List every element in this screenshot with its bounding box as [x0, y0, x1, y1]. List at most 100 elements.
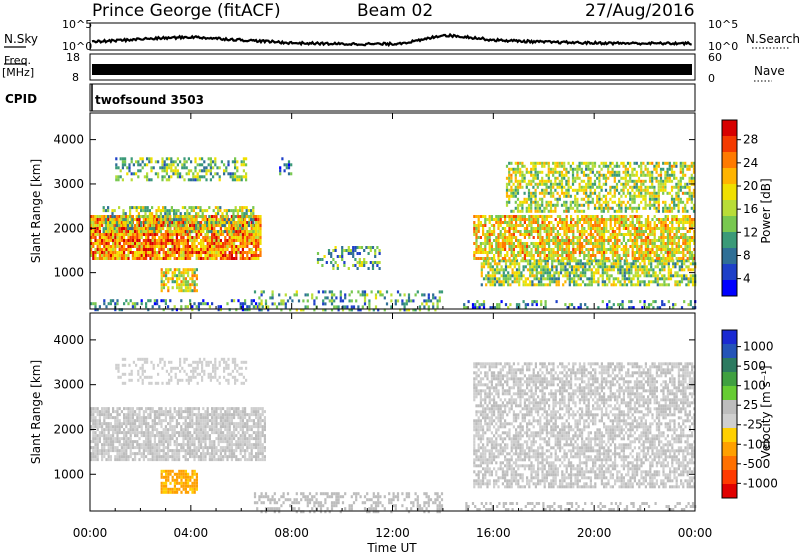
heatmap-cell — [153, 230, 156, 234]
heatmap-cell — [511, 268, 514, 272]
heatmap-cell — [651, 161, 654, 165]
heatmap-cell — [236, 169, 239, 173]
heatmap-cell — [350, 290, 353, 294]
heatmap-cell — [350, 299, 353, 303]
heatmap-cell — [394, 302, 397, 306]
heatmap-cell — [234, 163, 237, 167]
heatmap-cell — [156, 242, 159, 245]
heatmap-cell — [222, 251, 225, 254]
heatmap-cell — [131, 245, 134, 248]
heatmap-cell — [647, 259, 651, 263]
heatmap-cell — [158, 257, 161, 260]
heatmap-cell — [247, 221, 250, 225]
heatmap-cell — [691, 283, 695, 287]
heatmap-cell — [204, 239, 207, 242]
heatmap-cell — [127, 230, 130, 233]
heatmap-cell — [126, 215, 129, 219]
heatmap-cell — [640, 233, 643, 236]
heatmap-cell — [103, 233, 106, 236]
heatmap-cell — [281, 157, 284, 161]
heatmap-cell — [591, 182, 594, 186]
heatmap-cell — [556, 257, 559, 260]
heatmap-cell — [252, 239, 255, 242]
heatmap-cell — [125, 254, 128, 257]
heatmap-cell — [657, 191, 660, 195]
heatmap-cell — [144, 221, 147, 225]
heatmap-cell — [542, 268, 545, 272]
heatmap-cell — [129, 245, 132, 248]
heatmap-cell — [691, 259, 695, 263]
heatmap-cell — [581, 251, 584, 254]
heatmap-cell — [209, 157, 212, 161]
heatmap-cell — [105, 239, 108, 242]
heatmap-cell — [630, 283, 633, 287]
heatmap-cell — [510, 215, 513, 218]
heatmap-cell — [688, 188, 691, 192]
heatmap-cell — [162, 251, 165, 254]
heatmap-cell — [637, 194, 641, 198]
heatmap-cell — [693, 233, 696, 236]
heatmap-cell — [640, 167, 643, 171]
heatmap-cell — [94, 218, 97, 221]
heatmap-cell — [682, 248, 685, 251]
heatmap-cell — [237, 215, 240, 218]
heatmap-cell — [167, 305, 170, 309]
heatmap-cell — [171, 251, 174, 254]
heatmap-cell — [523, 227, 526, 230]
heatmap-cell — [677, 218, 680, 221]
heatmap-cell — [193, 242, 196, 245]
heatmap-cell — [495, 248, 498, 251]
heatmap-cell — [501, 221, 504, 224]
heatmap-cell — [559, 259, 563, 263]
heatmap-cell — [559, 218, 562, 221]
heatmap-cell — [142, 248, 145, 251]
heatmap-cell — [616, 218, 619, 221]
heatmap-cell — [176, 286, 179, 290]
heatmap-cell — [131, 206, 134, 210]
heatmap-cell — [489, 268, 492, 272]
heatmap-cell — [617, 259, 620, 263]
heatmap-cell — [177, 218, 180, 222]
heatmap-cell — [167, 268, 170, 272]
heatmap-cell — [541, 170, 544, 174]
heatmap-cell — [491, 274, 494, 278]
heatmap-cell — [534, 215, 537, 218]
heatmap-cell — [180, 239, 183, 242]
heatmap-cell — [548, 224, 551, 227]
heatmap-cell — [608, 274, 611, 278]
heatmap-cell — [693, 248, 696, 251]
heatmap-cell — [502, 280, 505, 284]
heatmap-cell — [164, 239, 167, 242]
heatmap-cell — [214, 157, 217, 161]
heatmap-cell — [564, 262, 567, 266]
heatmap-cell — [530, 194, 533, 198]
heatmap-cell — [574, 197, 577, 201]
heatmap-cell — [674, 274, 677, 278]
heatmap-cell — [101, 434, 104, 438]
heatmap-cell — [191, 289, 194, 293]
heatmap-cell — [208, 206, 211, 210]
heatmap-cell — [567, 185, 570, 189]
heatmap-cell — [562, 262, 565, 266]
heatmap-cell — [587, 176, 590, 180]
heatmap-cell — [508, 170, 511, 174]
heatmap-cell — [526, 283, 530, 287]
heatmap-cell — [224, 251, 227, 254]
heatmap-cell — [644, 245, 647, 248]
heatmap-cell — [523, 191, 526, 195]
heatmap-cell — [656, 265, 659, 269]
heatmap-cell — [187, 178, 190, 182]
heatmap-cell — [514, 200, 517, 204]
heatmap-region — [253, 290, 444, 312]
heatmap-cell — [545, 227, 548, 230]
heatmap-cell — [629, 215, 632, 218]
heatmap-cell — [623, 262, 626, 266]
heatmap-cell — [617, 268, 620, 272]
heatmap-cell — [678, 265, 681, 269]
heatmap-cell — [670, 209, 674, 213]
heatmap-cell — [622, 254, 625, 257]
heatmap-cell — [639, 274, 642, 278]
heatmap-cell — [549, 194, 553, 198]
heatmap-cell — [92, 245, 95, 248]
heatmap-cell — [352, 252, 355, 255]
